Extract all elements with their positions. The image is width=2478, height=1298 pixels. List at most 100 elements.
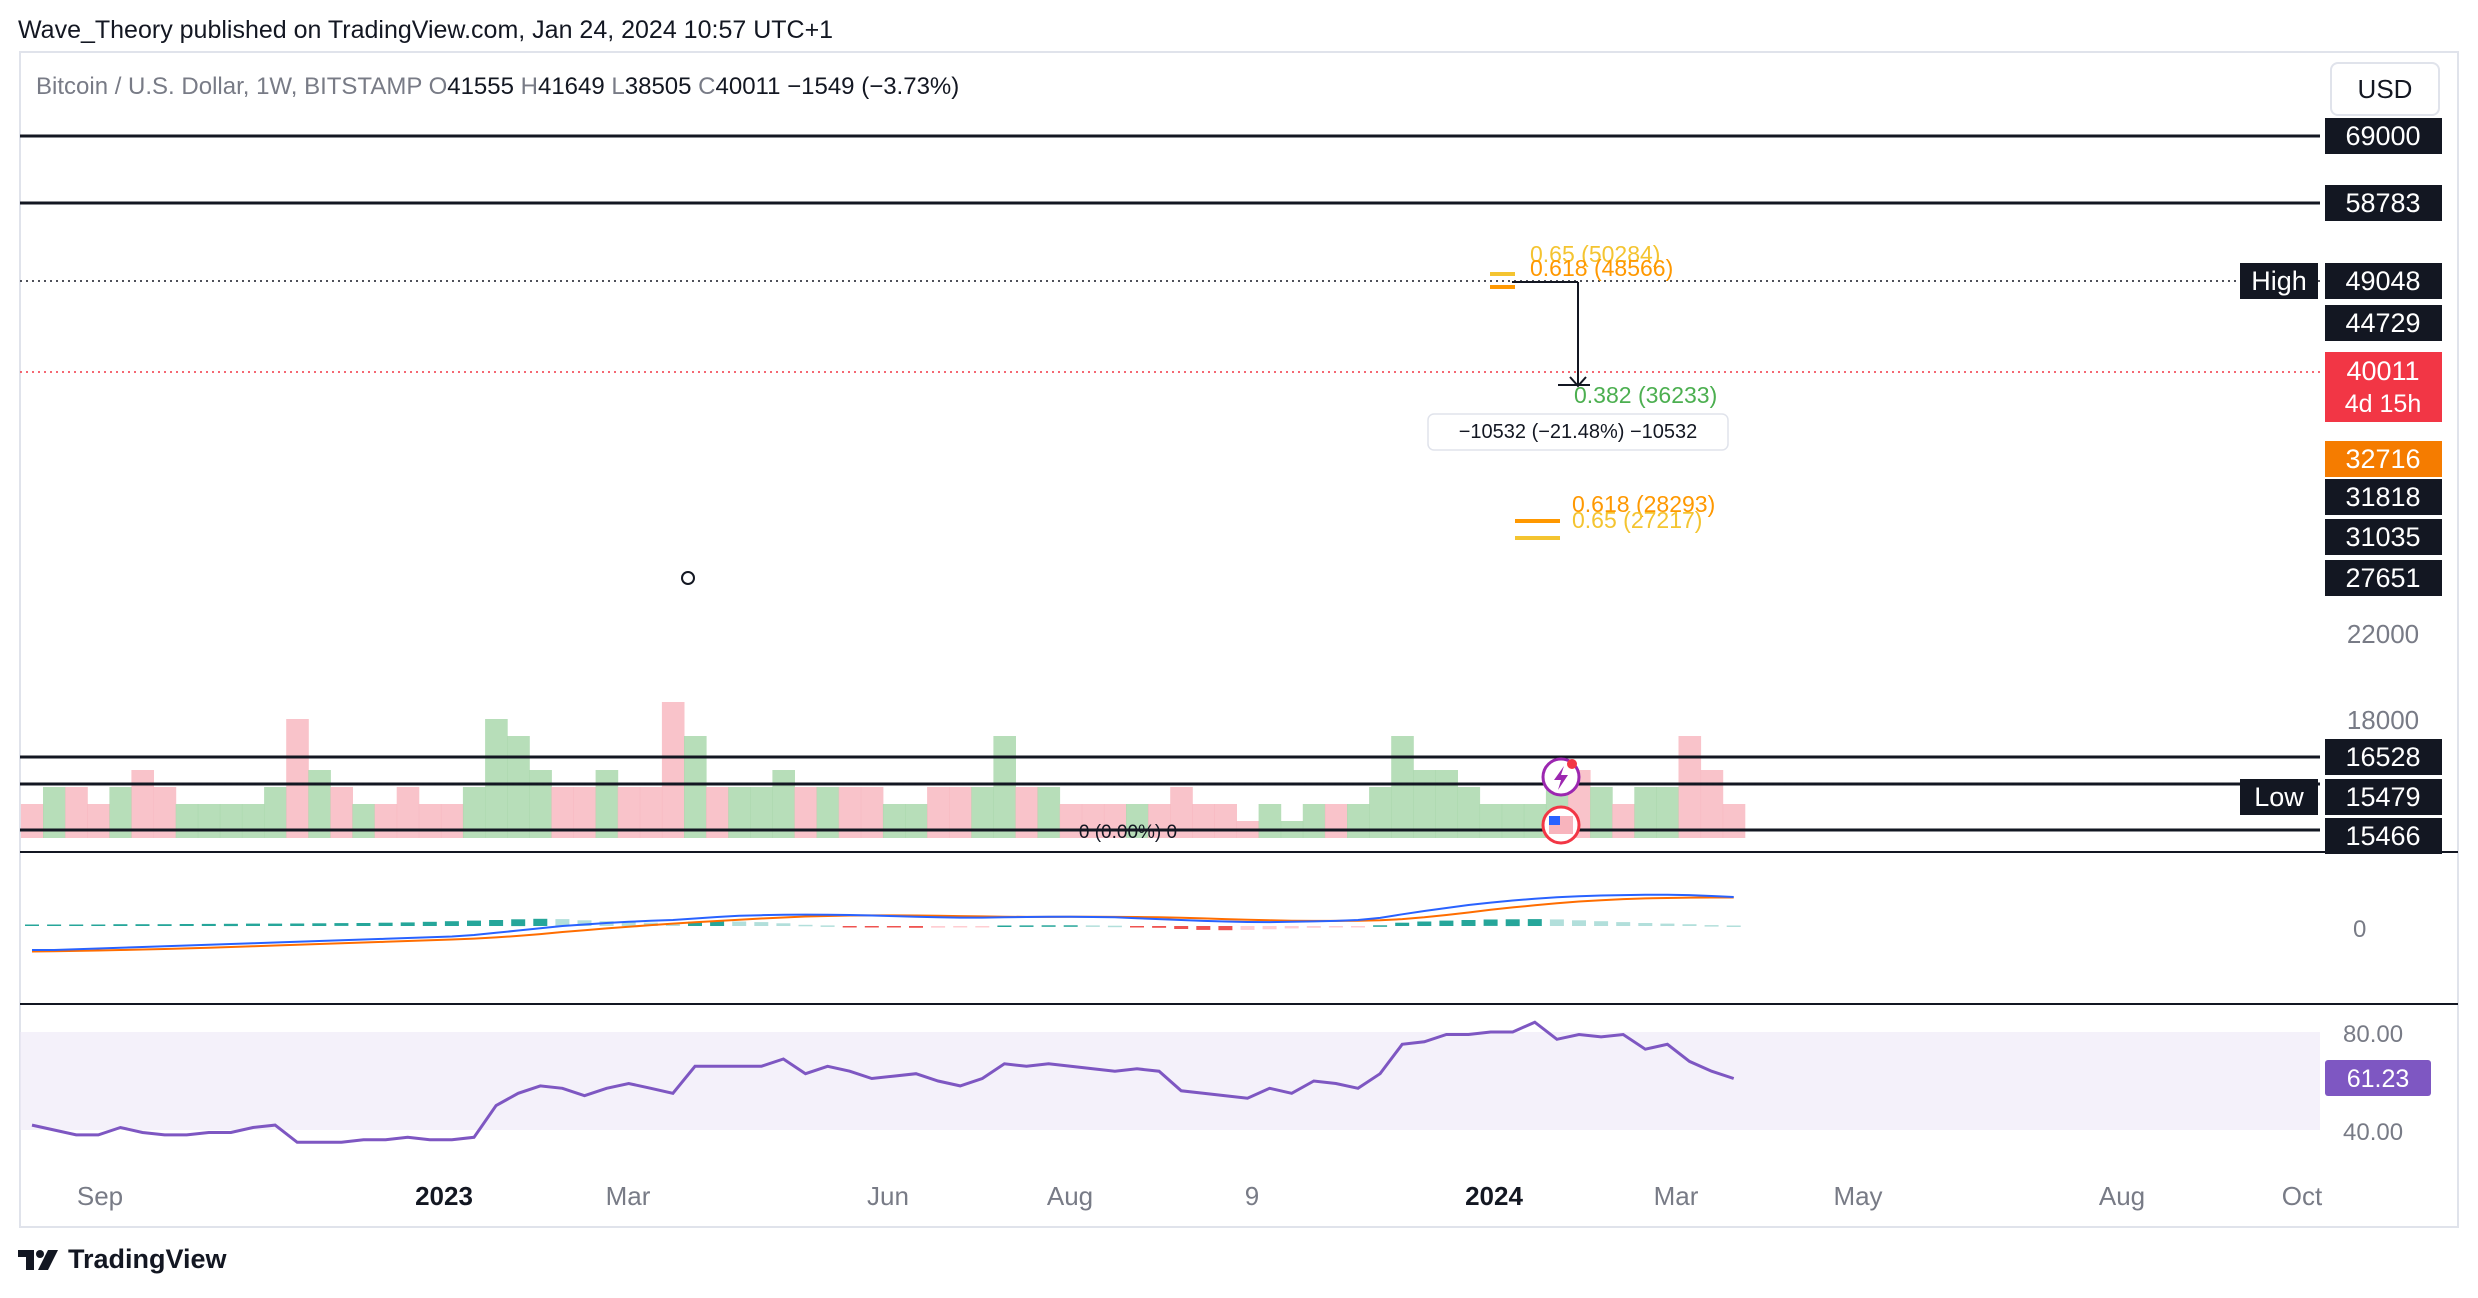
volume-bar (1722, 804, 1746, 838)
volume-bar (330, 787, 353, 838)
fib-label-lower: 0.618 (28293) (1572, 491, 1715, 517)
high-price-label-box (2325, 263, 2442, 299)
volume-bar (1369, 787, 1392, 838)
time-axis-tick: Aug (2099, 1181, 2145, 1211)
macd-hist-bar (533, 918, 548, 926)
macd-hist-bar (1284, 926, 1299, 929)
volume-bar (109, 787, 132, 838)
level-price-label: 15466 (2345, 821, 2420, 851)
volume-bar (772, 770, 795, 838)
fib-label-lower: 0.65 (27217) (1572, 507, 1702, 533)
macd-hist-bar (975, 926, 990, 928)
level-price-label: 69000 (2345, 121, 2420, 151)
macd-hist-bar (1328, 926, 1343, 928)
volume-bar (684, 736, 707, 838)
macd-hist-bar (113, 924, 128, 926)
time-axis-tick: Aug (1047, 1181, 1093, 1211)
volume-bar (573, 787, 597, 838)
volume-area-layer (20, 702, 1746, 838)
rsi-pane: 80.00 40.00 61.23 (20, 1020, 2431, 1146)
volume-bar (617, 787, 641, 838)
high-tag-box (2240, 263, 2318, 299)
volume-bar (197, 804, 221, 838)
macd-hist-bar (25, 924, 39, 926)
level-price-label-box (2325, 479, 2442, 515)
macd-hist-bar (1682, 924, 1697, 926)
macd-line (32, 893, 1734, 951)
currency-button[interactable]: USD (2330, 62, 2440, 116)
chart-frame (19, 51, 2459, 1228)
volume-bar (993, 736, 1016, 838)
macd-hist-bar (135, 924, 150, 926)
volume-bar (1700, 770, 1724, 838)
macd-hist-bar (1439, 920, 1454, 926)
macd-hist-bar (1726, 925, 1741, 927)
time-axis-tick: Mar (606, 1181, 651, 1211)
volume-bar (1479, 804, 1503, 838)
low-tag: Low (2254, 782, 2304, 812)
macd-hist-bar (842, 926, 857, 928)
volume-bar (661, 702, 685, 838)
macd-hist-bar (1041, 925, 1056, 927)
level-price-label-box (2325, 185, 2442, 221)
volume-bar (1258, 804, 1282, 838)
macd-hist-bar (1019, 925, 1034, 927)
macd-hist-bar (1218, 926, 1233, 931)
volume-bar (1435, 770, 1458, 838)
macd-hist-bar (1063, 925, 1078, 927)
volume-bar (1634, 787, 1657, 838)
macd-hist-bar (1262, 926, 1277, 930)
macd-hist-bar (312, 923, 327, 926)
macd-hist-bar (1549, 919, 1564, 926)
legend-c-value: 40011 (716, 73, 788, 100)
rsi-value-label: 61.23 (2347, 1065, 2410, 1093)
macd-hist-bar (467, 920, 481, 926)
tradingview-footer[interactable]: TradingView (18, 1244, 227, 1275)
macd-hist-bar (400, 922, 415, 926)
low-tag-box (2240, 779, 2318, 815)
volume-bar (1413, 770, 1436, 838)
macd-hist-bar (931, 926, 946, 928)
annotations-layer: 0.65 (50284)0.618 (48566) 0.382 (36233) −1… (20, 241, 2458, 1005)
level-price-label-box (2325, 818, 2442, 854)
ema-price-label-box (2325, 441, 2442, 477)
legend-change: −1549 (−3.73%) (787, 73, 959, 100)
macd-hist-bar (268, 923, 283, 926)
macd-hist-bar (1594, 921, 1609, 926)
volume-bar (1347, 804, 1370, 838)
level-price-label-box (2325, 118, 2442, 154)
level-price-label: 31818 (2345, 482, 2420, 512)
volume-bar (264, 787, 287, 838)
time-axis-tick: May (1833, 1181, 1882, 1211)
level-price-label: 16528 (2345, 742, 2420, 772)
axes-layer: 69000 58783 44729 31818 31035 16528 15466 High 4… (77, 118, 2442, 1211)
volume-bar (816, 787, 840, 838)
macd-axis-label: 0 (2353, 916, 2366, 943)
volume-bar (396, 787, 420, 838)
time-axis-tick: 2024 (1465, 1181, 1523, 1211)
volume-bar (551, 787, 574, 838)
measure-label-box (1427, 413, 1729, 451)
symbol-legend: Bitcoin / U.S. Dollar, 1W, BITSTAMP O415… (36, 73, 959, 100)
volume-bar (1656, 787, 1679, 838)
volume-bar (43, 787, 66, 838)
volume-bar (507, 736, 530, 838)
price-axis-tick: 18000 (2347, 705, 2419, 735)
volume-bar (1192, 804, 1215, 838)
tradingview-brand: TradingView (68, 1244, 227, 1274)
macd-hist-bar (290, 923, 305, 926)
macd-hist-bar (1351, 926, 1365, 928)
volume-bar (1324, 804, 1348, 838)
legend-h-value: 41649 (538, 73, 611, 100)
macd-hist-bar (798, 924, 813, 927)
time-axis-tick: Oct (2282, 1181, 2323, 1211)
volume-bar (905, 804, 928, 838)
macd-hist-bar (1505, 919, 1520, 927)
macd-hist-bar (1306, 926, 1321, 928)
macd-hist-bar (356, 923, 371, 926)
volume-bar (1678, 736, 1702, 838)
macd-hist-bar (511, 919, 526, 927)
volume-bar (728, 787, 751, 838)
legend-o-value: 41555 (447, 73, 520, 100)
